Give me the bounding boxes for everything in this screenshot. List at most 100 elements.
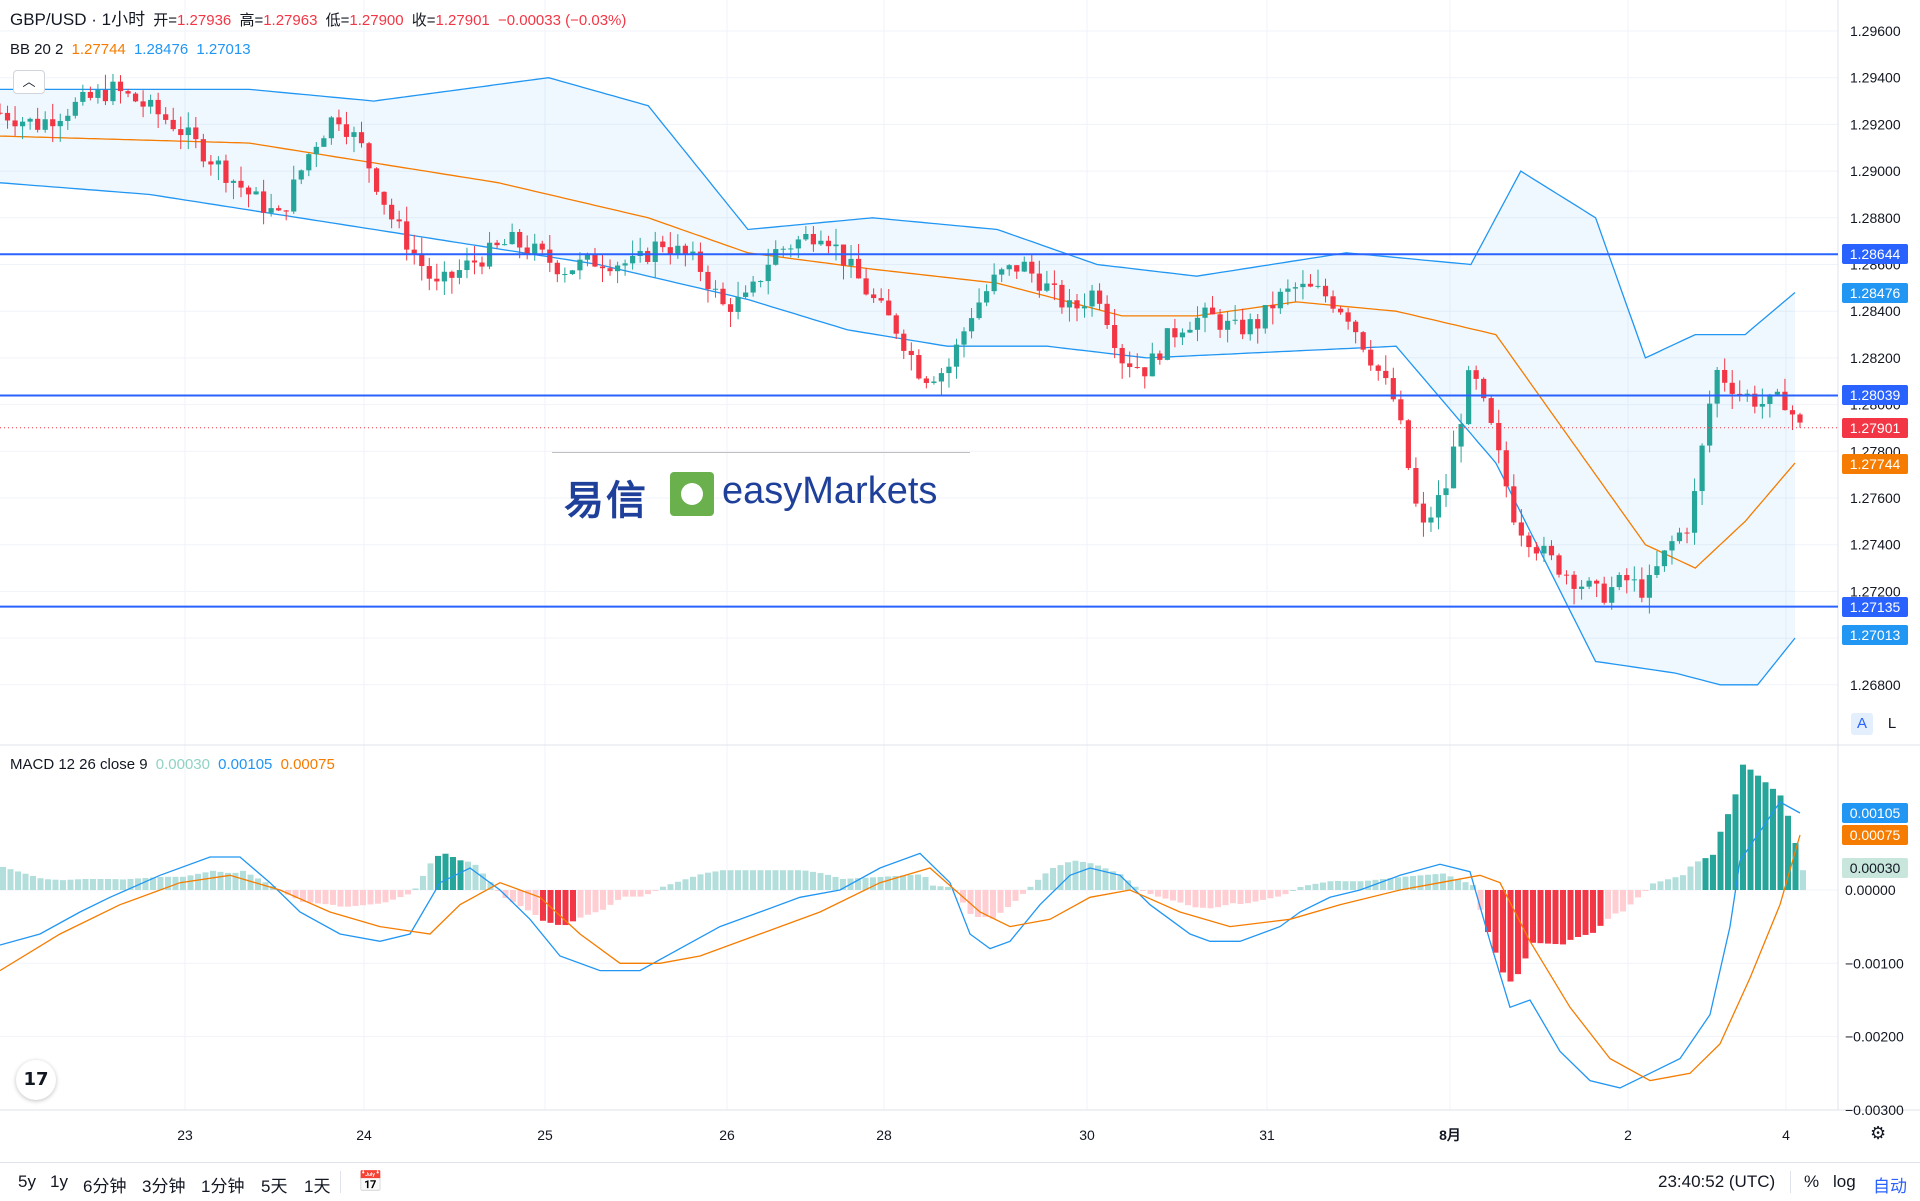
macd-histogram-bar: [892, 875, 899, 890]
macd-legend[interactable]: MACD 12 26 close 9 0.00030 0.00105 0.000…: [10, 756, 339, 774]
log-scale-button[interactable]: L: [1887, 715, 1897, 732]
macd-histogram-bar: [375, 890, 381, 904]
candle-body: [901, 333, 907, 351]
date-range-calendar-icon[interactable]: 📅: [358, 1171, 383, 1193]
macd-histogram-bar: [1747, 769, 1754, 890]
price-tick-label: 1.26800: [1850, 677, 1901, 693]
macd-histogram-bar: [630, 890, 636, 897]
range-5y[interactable]: 5y: [18, 1172, 36, 1191]
percent-toggle[interactable]: %: [1804, 1172, 1820, 1191]
macd-histogram-bar: [127, 878, 134, 890]
macd-histogram-bar: [1800, 870, 1806, 890]
candle-body: [313, 146, 319, 155]
candle-body: [1518, 522, 1524, 536]
range-1d[interactable]: 1天: [304, 1177, 331, 1196]
candle-body: [1767, 394, 1773, 404]
candle-body: [1149, 353, 1155, 377]
auto-scale-button[interactable]: A: [1851, 713, 1873, 735]
macd-histogram-bar: [382, 890, 389, 903]
candle-body: [170, 119, 176, 130]
candle-body: [999, 269, 1005, 275]
macd-histogram-bar: [345, 890, 351, 907]
macd-tick-label: −0.00100: [1845, 955, 1904, 971]
macd-histogram-bar: [1500, 890, 1506, 973]
candle-body: [230, 180, 237, 183]
candle-body: [110, 81, 116, 102]
auto-toggle[interactable]: 自动: [1873, 1177, 1907, 1196]
macd-histogram-bar: [502, 890, 509, 898]
clock-time[interactable]: 23:40:52 (UTC): [1658, 1172, 1776, 1191]
candle-body: [366, 143, 372, 169]
time-tick-label: 28: [876, 1127, 892, 1143]
macd-histogram-bar: [1470, 885, 1476, 890]
macd-histogram-bar: [742, 870, 749, 890]
candle-body: [441, 271, 447, 282]
settings-gear-icon[interactable]: ⚙: [1870, 1123, 1887, 1143]
candle-body: [1616, 574, 1622, 588]
range-6m[interactable]: 6分钟: [83, 1177, 127, 1196]
symbol-title[interactable]: GBP/USD · 1小时: [10, 10, 146, 29]
log-toggle[interactable]: log: [1833, 1172, 1856, 1191]
close-label: 收=: [411, 12, 436, 29]
macd-histogram-bar: [1177, 890, 1184, 903]
candle-body: [1601, 583, 1607, 603]
macd-histogram-bar: [825, 874, 831, 890]
macd-histogram-bar: [1485, 890, 1491, 933]
macd-histogram-bar: [1215, 890, 1221, 908]
tradingview-logo-icon[interactable]: 17: [16, 1060, 56, 1100]
horizontal-lines[interactable]: [0, 253, 1838, 608]
macd-histogram-bar: [1140, 890, 1146, 891]
candle-body: [0, 112, 3, 114]
bb-upper-value: 1.28476: [133, 41, 189, 58]
candle-body: [727, 304, 734, 312]
candle-body: [1036, 273, 1042, 291]
macd-histogram-bar: [420, 875, 426, 890]
candle-body: [1684, 532, 1690, 534]
macd-tick-label: 0.00000: [1845, 882, 1896, 898]
macd-histogram-bar: [982, 890, 989, 917]
macd-histogram-bar: [1537, 890, 1544, 944]
macd-histogram-bar: [37, 878, 44, 890]
candle-body: [923, 378, 929, 383]
range-1m[interactable]: 1分钟: [201, 1177, 245, 1196]
macd-histogram-bar: [1305, 885, 1311, 890]
candle-body: [1481, 378, 1487, 399]
macd-histogram-bar: [945, 886, 951, 890]
collapse-legend-button[interactable]: ︿: [13, 70, 45, 94]
macd-histogram-bar: [1620, 890, 1626, 912]
price-tag: 1.28476: [1842, 283, 1908, 304]
bb-name: BB 20 2: [10, 41, 64, 58]
bb-lower-value: 1.27013: [196, 41, 251, 58]
macd-histogram-bar: [1072, 860, 1079, 890]
macd-histogram-bar: [705, 872, 711, 890]
macd-histogram-bar: [1732, 794, 1739, 890]
macd-histogram-bar: [112, 879, 119, 890]
macd-histogram-bar: [1507, 890, 1514, 982]
candle-body: [1774, 391, 1781, 395]
candle-body: [426, 266, 432, 279]
range-5d[interactable]: 5天: [261, 1177, 288, 1196]
toolbar-divider: [340, 1171, 341, 1193]
macd-histogram-bar: [1042, 873, 1049, 890]
macd-histogram-bar: [1515, 890, 1521, 975]
macd-histogram-bar: [142, 877, 149, 890]
candle-body: [765, 264, 771, 282]
macd-histogram-bar: [1530, 890, 1536, 943]
range-1y[interactable]: 1y: [50, 1172, 68, 1191]
candle-body: [916, 355, 922, 379]
range-3m[interactable]: 3分钟: [142, 1177, 186, 1196]
macd-histogram-bar: [1245, 890, 1251, 904]
candle-body: [780, 248, 786, 250]
macd-histogram-bar: [1020, 890, 1026, 894]
candle-body: [660, 241, 666, 248]
candle-body: [1255, 319, 1261, 329]
price-tick-label: 1.27600: [1850, 490, 1901, 506]
macd-histogram-bar: [405, 890, 411, 895]
macd-histogram-bar: [585, 890, 591, 915]
candle-body: [238, 180, 244, 188]
macd-histogram-bar: [202, 872, 209, 890]
bb-legend[interactable]: BB 20 2 1.27744 1.28476 1.27013: [10, 41, 255, 59]
macd-histogram-bar: [517, 890, 524, 907]
price-tick-label: 1.29400: [1850, 70, 1901, 86]
